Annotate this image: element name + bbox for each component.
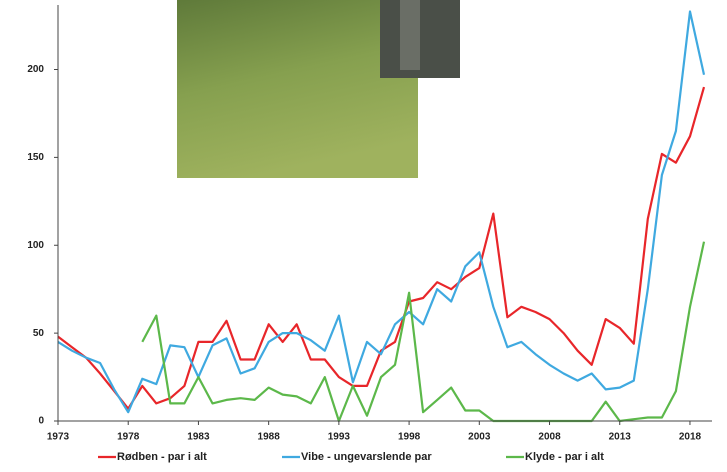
series-line [57, 10, 706, 414]
x-tick-label: 1998 [398, 432, 421, 443]
series-line [57, 86, 706, 410]
series-line [141, 241, 706, 423]
y-tick-label: 0 [38, 416, 44, 427]
y-tick-label: 100 [27, 240, 44, 251]
x-tick-label: 1993 [328, 432, 351, 443]
x-tick-label: 1973 [47, 432, 70, 443]
photo [177, 0, 460, 178]
legend-label: Rødben - par i alt [117, 451, 207, 463]
y-tick-label: 50 [33, 328, 45, 339]
x-tick-label: 2008 [538, 432, 561, 443]
y-tick-label: 150 [27, 152, 44, 163]
x-tick-label: 2003 [468, 432, 491, 443]
x-tick-label: 1988 [258, 432, 281, 443]
x-tick-label: 2013 [609, 432, 632, 443]
x-tick-label: 1978 [117, 432, 140, 443]
x-tick-label: 1983 [187, 432, 210, 443]
legend-label: Vibe - ungevarslende par [301, 451, 432, 463]
legend-label: Klyde - par i alt [525, 451, 604, 463]
y-tick-label: 200 [27, 64, 44, 75]
x-tick-label: 2018 [679, 432, 702, 443]
